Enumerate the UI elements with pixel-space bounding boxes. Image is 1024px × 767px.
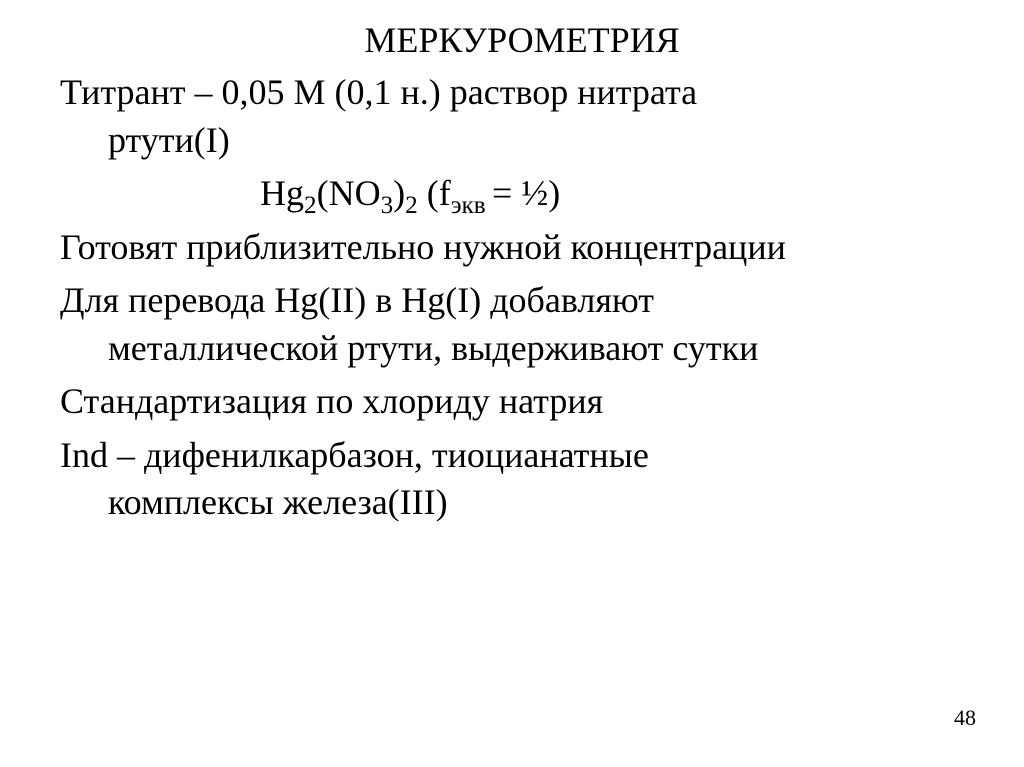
formula-sub3: 2 — [405, 192, 418, 219]
indicator-line1: Ind – дифенилкарбазон, тиоцианатные — [60, 435, 649, 475]
formula-hg: Hg — [260, 173, 304, 213]
formula-feq-open: (f — [418, 173, 451, 213]
formula-feq-rest: = ½) — [492, 173, 560, 213]
titrant-line1: Титрант – 0,05 М (0,1 н.) раствор нитрат… — [60, 72, 697, 112]
conversion-line2: металлической ртути, выдерживают сутки — [108, 328, 758, 368]
indicator-line2: комплексы железа(III) — [108, 482, 448, 522]
standardization-text: Стандартизация по хлориду натрия — [60, 378, 984, 426]
formula-sub1: 2 — [304, 192, 317, 219]
titrant-text: Титрант – 0,05 М (0,1 н.) раствор нитрат… — [60, 69, 984, 164]
formula-sub2: 3 — [381, 192, 394, 219]
indicator-text: Ind – дифенилкарбазон, тиоцианатные комп… — [60, 432, 984, 527]
slide-title: МЕРКУРОМЕТРИЯ — [60, 18, 984, 63]
slide: МЕРКУРОМЕТРИЯ Титрант – 0,05 М (0,1 н.) … — [0, 0, 1024, 767]
slide-body: Титрант – 0,05 М (0,1 н.) раствор нитрат… — [60, 69, 984, 527]
formula-feq-sub: экв — [451, 192, 492, 219]
formula-line: Hg2(NO3)2 (fэкв = ½) — [60, 170, 984, 218]
titrant-line2: ртути(I) — [108, 120, 230, 160]
conversion-text: Для перевода Hg(II) в Hg(I) добавляют ме… — [60, 277, 984, 372]
formula-no: (NO — [317, 173, 381, 213]
preparation-text: Готовят приблизительно нужной концентрац… — [60, 224, 984, 272]
formula-close1: ) — [393, 173, 405, 213]
conversion-line1: Для перевода Hg(II) в Hg(I) добавляют — [60, 280, 654, 320]
page-number: 48 — [954, 705, 976, 731]
